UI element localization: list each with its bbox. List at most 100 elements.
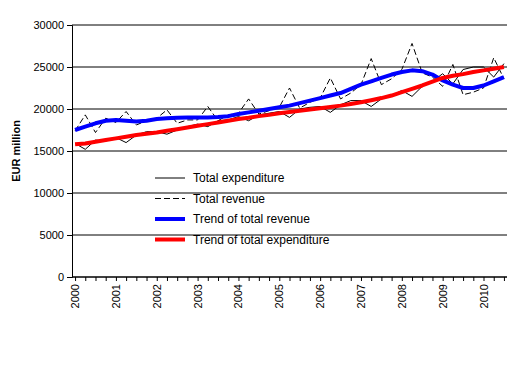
x-tick-mark bbox=[330, 277, 331, 281]
x-tick: 2005 bbox=[273, 277, 285, 308]
x-tick-mark bbox=[484, 277, 485, 281]
grid-line bbox=[72, 67, 507, 68]
x-tick bbox=[85, 277, 86, 281]
legend-swatch bbox=[155, 178, 185, 179]
x-tick-mark bbox=[75, 277, 76, 281]
x-tick-mark bbox=[228, 277, 229, 281]
y-tick: 10000 bbox=[33, 187, 72, 199]
x-tick-mark bbox=[106, 277, 107, 281]
x-tick bbox=[269, 277, 270, 281]
y-tick-label: 15000 bbox=[33, 145, 64, 157]
series-line bbox=[75, 67, 504, 144]
legend-label: Trend of total expenditure bbox=[193, 233, 330, 247]
x-tick-mark bbox=[371, 277, 372, 281]
x-tick: 2009 bbox=[437, 277, 449, 308]
legend-swatch bbox=[155, 198, 185, 199]
x-tick bbox=[381, 277, 382, 281]
x-tick-mark bbox=[432, 277, 433, 281]
legend-swatch bbox=[155, 217, 185, 221]
x-tick bbox=[351, 277, 352, 281]
x-tick-label: 2009 bbox=[437, 284, 449, 308]
x-tick-mark bbox=[473, 277, 474, 281]
x-tick-label: 2003 bbox=[192, 284, 204, 308]
y-tick: 15000 bbox=[33, 145, 72, 157]
x-tick bbox=[259, 277, 260, 281]
x-tick-mark bbox=[167, 277, 168, 281]
y-tick: 5000 bbox=[40, 229, 72, 241]
x-tick-mark bbox=[494, 277, 495, 281]
x-tick-mark bbox=[412, 277, 413, 281]
x-tick bbox=[371, 277, 372, 281]
x-tick-mark bbox=[443, 277, 444, 281]
x-tick-label: 2004 bbox=[232, 284, 244, 308]
grid-line bbox=[72, 193, 507, 194]
x-tick: 2010 bbox=[478, 277, 490, 308]
x-tick bbox=[330, 277, 331, 281]
x-tick bbox=[310, 277, 311, 281]
x-tick-label: 2008 bbox=[396, 284, 408, 308]
x-tick-label: 2001 bbox=[110, 284, 122, 308]
grid-line bbox=[72, 109, 507, 110]
x-tick-mark bbox=[177, 277, 178, 281]
x-tick-mark bbox=[279, 277, 280, 281]
y-tick-label: 25000 bbox=[33, 61, 64, 73]
x-tick-label: 2005 bbox=[273, 284, 285, 308]
y-tick-mark bbox=[67, 67, 72, 68]
y-tick-mark bbox=[67, 25, 72, 26]
y-tick-label: 10000 bbox=[33, 187, 64, 199]
x-tick-mark bbox=[85, 277, 86, 281]
y-axis-title: EUR million bbox=[10, 120, 22, 182]
x-tick-mark bbox=[320, 277, 321, 281]
x-tick bbox=[208, 277, 209, 281]
x-tick bbox=[228, 277, 229, 281]
x-tick bbox=[177, 277, 178, 281]
x-tick-mark bbox=[392, 277, 393, 281]
x-tick-label: 2002 bbox=[151, 284, 163, 308]
x-tick-mark bbox=[351, 277, 352, 281]
x-tick: 2007 bbox=[355, 277, 367, 308]
x-tick bbox=[463, 277, 464, 281]
series-line bbox=[75, 64, 504, 150]
x-tick bbox=[106, 277, 107, 281]
x-tick bbox=[167, 277, 168, 281]
x-tick-label: 2006 bbox=[314, 284, 326, 308]
x-tick bbox=[136, 277, 137, 281]
x-tick-mark bbox=[198, 277, 199, 281]
y-tick: 25000 bbox=[33, 61, 72, 73]
grid-line bbox=[72, 25, 507, 26]
x-tick-mark bbox=[249, 277, 250, 281]
x-tick bbox=[422, 277, 423, 281]
x-tick-mark bbox=[381, 277, 382, 281]
x-tick-mark bbox=[310, 277, 311, 281]
x-tick-mark bbox=[463, 277, 464, 281]
x-tick bbox=[218, 277, 219, 281]
x-tick: 2002 bbox=[151, 277, 163, 308]
legend-label: Total revenue bbox=[193, 192, 265, 206]
x-tick bbox=[412, 277, 413, 281]
x-tick bbox=[187, 277, 188, 281]
y-tick-mark bbox=[67, 109, 72, 110]
x-tick bbox=[147, 277, 148, 281]
x-tick-mark bbox=[95, 277, 96, 281]
x-axis: 2000200120022003200420052006200720082009… bbox=[69, 277, 507, 308]
x-tick-label: 2007 bbox=[355, 284, 367, 308]
y-tick: 30000 bbox=[33, 19, 72, 31]
x-tick-mark bbox=[341, 277, 342, 281]
legend-label: Trend of total revenue bbox=[193, 212, 310, 226]
y-axis: 050001000015000200002500030000 bbox=[33, 19, 72, 283]
y-tick-mark bbox=[67, 235, 72, 236]
x-tick: 2001 bbox=[110, 277, 122, 308]
x-tick-mark bbox=[453, 277, 454, 281]
x-tick bbox=[300, 277, 301, 281]
x-tick-mark bbox=[116, 277, 117, 281]
x-tick-mark bbox=[187, 277, 188, 281]
x-tick bbox=[432, 277, 433, 281]
x-tick: 2004 bbox=[232, 277, 244, 308]
x-tick bbox=[341, 277, 342, 281]
chart: 0500010000150002000025000300002000200120… bbox=[0, 0, 509, 374]
x-tick-mark bbox=[208, 277, 209, 281]
x-tick bbox=[95, 277, 96, 281]
x-tick-mark bbox=[218, 277, 219, 281]
grid-line bbox=[72, 151, 507, 152]
x-tick bbox=[473, 277, 474, 281]
